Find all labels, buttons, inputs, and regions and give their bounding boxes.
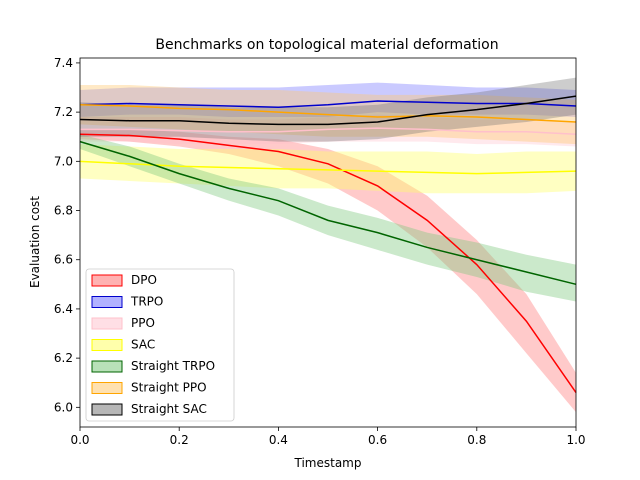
x-axis-label: Timestamp xyxy=(294,456,362,470)
y-tick-label: 7.0 xyxy=(54,154,73,168)
y-tick-label: 6.0 xyxy=(54,400,73,414)
y-tick-label: 6.2 xyxy=(54,351,73,365)
dpo-line xyxy=(79,133,577,393)
straight-ppo-line xyxy=(79,103,577,123)
plot-area-frame xyxy=(79,57,577,428)
straight-trpo-legend-label: Straight TRPO xyxy=(131,359,215,373)
straight-trpo-legend-swatch xyxy=(91,360,123,373)
ppo-line xyxy=(80,127,577,136)
y-tick-label: 7.4 xyxy=(54,56,73,70)
chart-title: Benchmarks on topological material defor… xyxy=(155,37,498,53)
straight-trpo-line xyxy=(79,140,577,286)
straight-trpo-band xyxy=(80,134,576,302)
straight-ppo-legend-label: Straight PPO xyxy=(131,381,207,395)
dpo-legend-swatch xyxy=(91,274,123,287)
sac-legend-swatch xyxy=(91,339,123,351)
y-axis-ticks: 6.0 6.2 6.4 6.6 6.8 7.0 7.2 7.4 xyxy=(54,56,80,414)
dpo-legend-label: DPO xyxy=(131,273,157,287)
dpo-band xyxy=(80,129,576,413)
y-tick-label: 6.8 xyxy=(54,204,73,218)
x-tick-label: 1.0 xyxy=(566,433,585,447)
series-lines xyxy=(79,95,577,393)
straight-sac-line xyxy=(79,95,577,126)
sac-line xyxy=(79,160,577,175)
legend-box xyxy=(85,268,235,422)
legend: DPO TRPO PPO SAC Straight TRPO Straight PPO St… xyxy=(85,268,235,422)
x-tick-label: 0.8 xyxy=(467,433,486,447)
confidence-bands xyxy=(80,77,576,413)
straight-ppo-legend-swatch xyxy=(91,382,123,394)
straight-sac-band xyxy=(80,77,576,142)
straight-sac-legend-label: Straight SAC xyxy=(131,402,207,416)
x-tick-label: 0.0 xyxy=(70,433,89,447)
trpo-line xyxy=(79,100,577,108)
x-tick-label: 0.2 xyxy=(170,433,189,447)
y-tick-label: 6.4 xyxy=(54,302,73,316)
y-axis-label: Evaluation cost xyxy=(28,196,42,288)
ppo-legend-swatch xyxy=(91,317,123,330)
x-axis-ticks: 0.0 0.2 0.4 0.6 0.8 1.0 xyxy=(70,427,586,447)
straight-sac-legend-swatch xyxy=(91,403,123,416)
x-tick-label: 0.4 xyxy=(269,433,288,447)
ppo-legend-label: PPO xyxy=(131,316,155,330)
x-tick-label: 0.6 xyxy=(368,433,387,447)
sac-legend-label: SAC xyxy=(131,338,155,352)
y-tick-label: 7.2 xyxy=(54,105,73,119)
y-tick-label: 6.6 xyxy=(54,253,73,267)
trpo-legend-label: TRPO xyxy=(130,295,163,309)
trpo-legend-swatch xyxy=(91,296,123,308)
